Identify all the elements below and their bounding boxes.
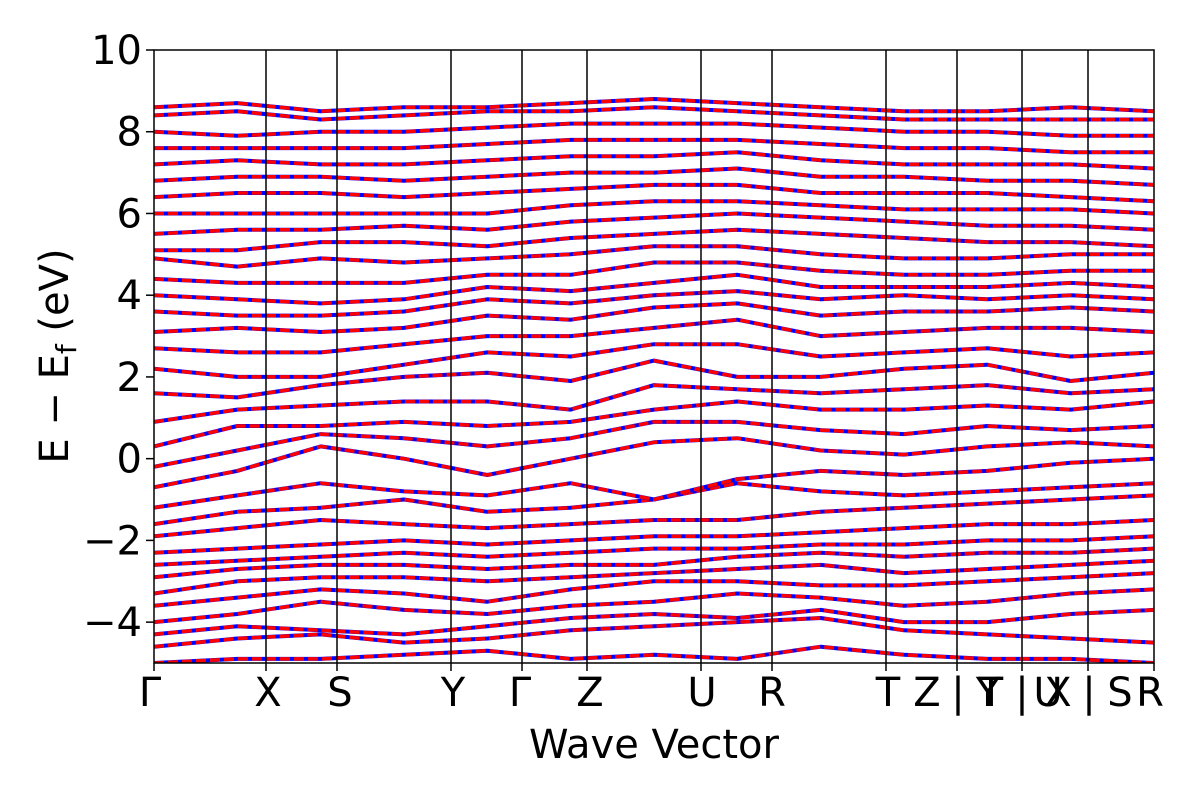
band-line-red [154, 138, 1154, 154]
band-line-red [154, 546, 1154, 579]
x-tick-label: Z [576, 670, 603, 716]
band-line-blue [154, 137, 1154, 155]
x-tick-label: | [1015, 670, 1028, 716]
x-tick-label: Γ [139, 670, 162, 716]
band-line-blue [154, 97, 1154, 114]
band-line-blue [154, 644, 1154, 663]
band-line-red [154, 456, 1154, 510]
y-tick-label: 4 [117, 273, 142, 319]
band-line-blue [154, 587, 1154, 625]
band-line-red [154, 228, 1154, 252]
x-tick-label: R [758, 670, 786, 716]
x-tick-label: Z [913, 670, 940, 716]
x-tick-label: Y [975, 670, 1001, 716]
band-line-red [154, 420, 1154, 469]
band-line-blue [154, 211, 1154, 236]
band-line-red [154, 211, 1154, 236]
band-line-blue [154, 358, 1154, 400]
band-line-blue [154, 317, 1154, 355]
y-tick-label: −4 [83, 600, 142, 646]
y-axis-label-unit: (eV) [32, 248, 78, 344]
y-tick-label: −2 [83, 518, 142, 564]
band-line-red [154, 534, 1154, 567]
x-tick-label: T [875, 670, 901, 716]
band-line-blue [154, 260, 1154, 285]
band-line-blue [154, 166, 1154, 187]
band-line-red [154, 317, 1154, 355]
y-tick-label: 6 [117, 191, 142, 237]
band-line-red [154, 493, 1154, 539]
band-line-red [154, 559, 1154, 596]
x-tick-label: X [1044, 670, 1071, 716]
band-line-blue [154, 493, 1154, 539]
y-axis-label: E − Ef (eV) [32, 248, 83, 463]
band-line-red [154, 358, 1154, 400]
band-line-red [154, 644, 1154, 663]
y-axis-label-main: E − E [32, 354, 78, 464]
band-line-red [154, 383, 1154, 424]
band-line-blue [154, 607, 1154, 637]
band-line-blue [154, 383, 1154, 424]
x-tick-label: T [978, 670, 1004, 716]
y-axis-label-subscript: f [50, 343, 83, 354]
band-line-blue [154, 301, 1154, 334]
x-tick-label: Y [440, 670, 466, 716]
y-axis-ticks: −4 −2 0 2 4 6 8 10 [83, 28, 154, 646]
x-tick-label: | [951, 670, 964, 716]
band-line-red [154, 121, 1154, 138]
band-line-red [154, 183, 1154, 203]
x-tick-label: S [1107, 670, 1132, 716]
x-tick-label: X [254, 670, 281, 716]
x-tick-label: Γ [509, 670, 532, 716]
band-line-blue [154, 342, 1154, 379]
y-tick-label: 8 [117, 110, 142, 156]
x-axis-label: Wave Vector [529, 722, 780, 768]
band-line-red [154, 518, 1154, 555]
x-tick-label: S [327, 670, 352, 716]
band-line-blue [154, 199, 1154, 216]
band-line-blue [154, 182, 1154, 204]
x-axis-ticks: Γ X S Y Γ Z U R T Z | YT | UX | S R [139, 663, 1164, 716]
y-tick-label: 0 [117, 437, 142, 483]
x-tick-label: U [687, 670, 716, 716]
band-line-red [154, 105, 1154, 122]
band-line-blue [154, 150, 1154, 171]
x-tick-label: U [1033, 670, 1062, 716]
band-line-red [154, 260, 1154, 285]
band-line-red [154, 244, 1154, 269]
band-line-blue [154, 571, 1154, 608]
plot-frame [153, 49, 1155, 664]
band-line-red [154, 150, 1154, 171]
segment-boundary-lines [265, 50, 1089, 663]
y-tick-label: 2 [117, 355, 142, 401]
band-line-red [154, 166, 1154, 187]
band-line-red [154, 97, 1154, 114]
y-tick-label: 10 [91, 28, 142, 74]
bands-layer [154, 97, 1154, 663]
band-line-blue [154, 121, 1154, 138]
band-line-red [154, 436, 1154, 490]
x-tick-label: | [1082, 670, 1095, 716]
x-tick-label: R [1136, 670, 1164, 716]
band-line-red [154, 199, 1154, 216]
band-line-red [154, 399, 1154, 449]
band-line-blue [154, 534, 1154, 567]
band-line-red [154, 289, 1154, 318]
band-line-blue [154, 616, 1154, 649]
band-line-blue [154, 272, 1154, 306]
